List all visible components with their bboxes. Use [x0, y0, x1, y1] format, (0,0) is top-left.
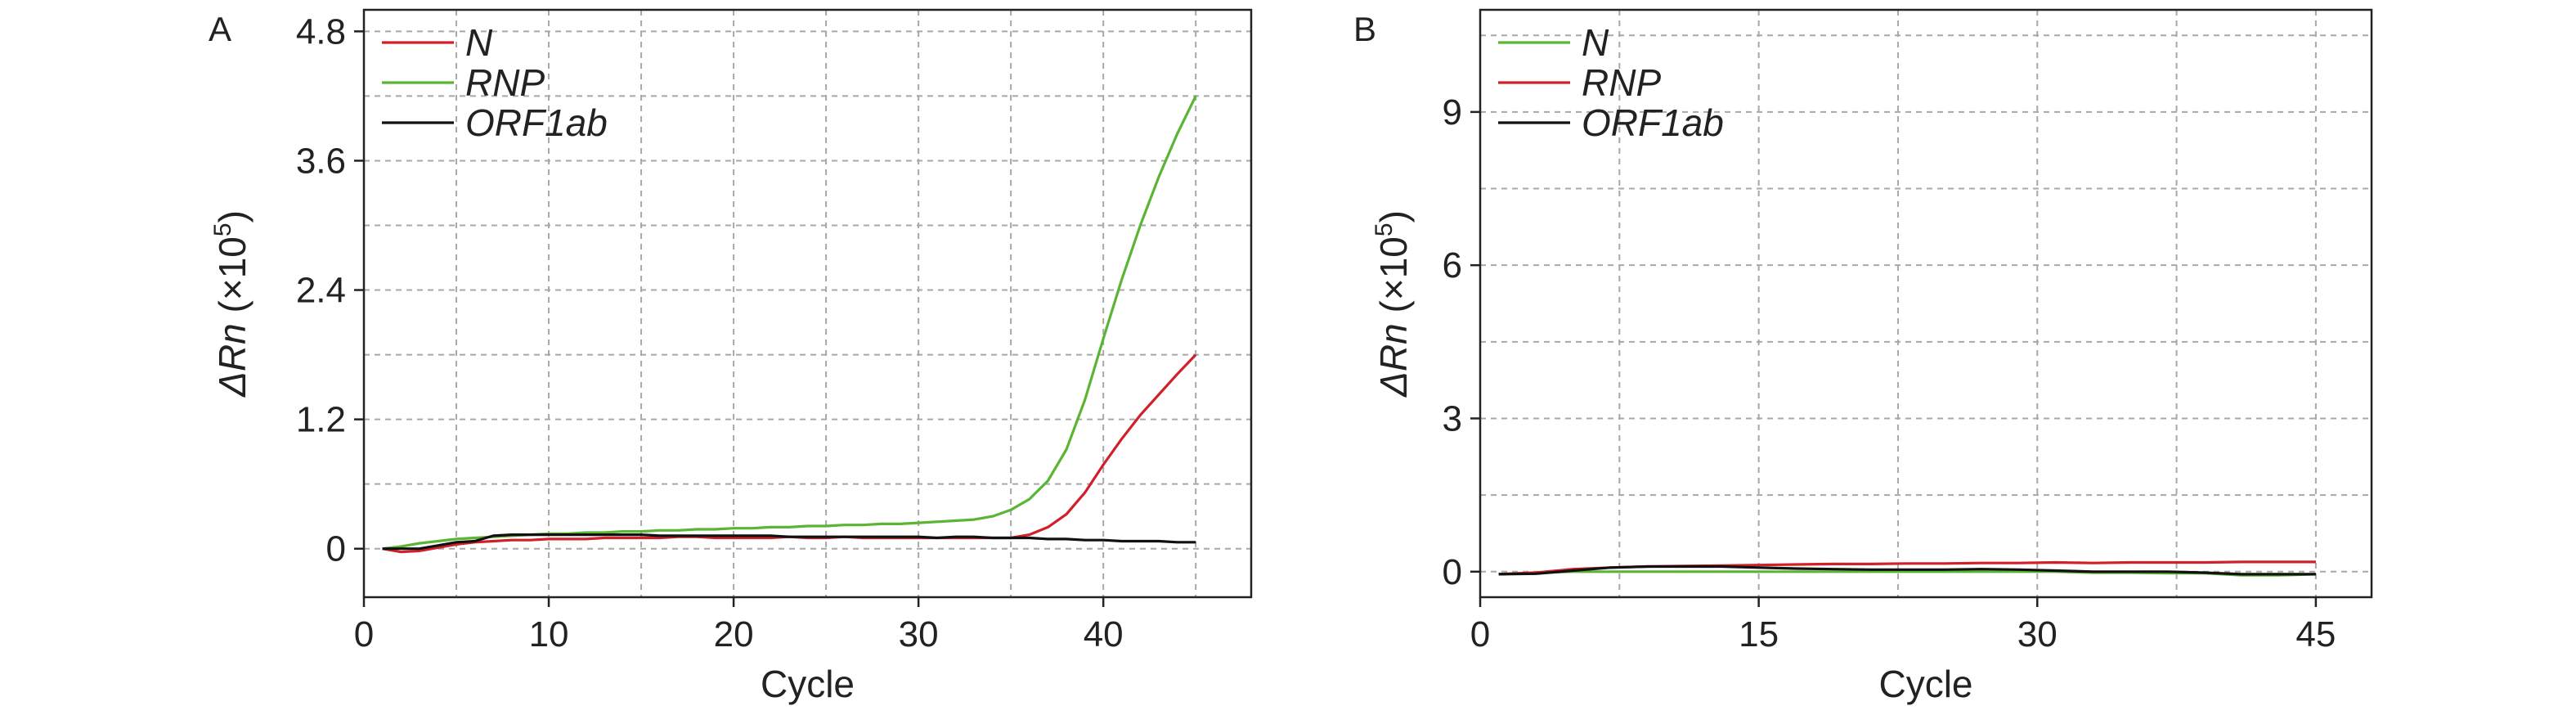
legend-label: RNP [1582, 61, 1661, 104]
x-axis-label: Cycle [1878, 663, 1972, 705]
x-tick-label: 30 [2017, 614, 2058, 654]
legend-label: N [1582, 21, 1609, 64]
y-tick-label: 2.4 [296, 271, 346, 311]
x-tick-label: 30 [899, 614, 939, 654]
y-tick-label: 0 [1443, 552, 1462, 592]
x-tick-label: 20 [714, 614, 754, 654]
plot-frame [362, 8, 1253, 599]
x-tick-label: 10 [529, 614, 569, 654]
y-tick-label: 3 [1443, 398, 1462, 438]
series-line-n [382, 353, 1197, 554]
panel-label: B [1353, 10, 1376, 48]
series-line-orf1ab [382, 533, 1196, 551]
x-tick-label: 0 [354, 614, 374, 654]
x-tick-label: 15 [1739, 614, 1779, 654]
x-tick-label: 0 [1470, 614, 1490, 654]
x-axis-label: Cycle [761, 663, 855, 705]
y-tick-label: 0 [326, 529, 346, 569]
x-tick-label: 45 [2296, 614, 2336, 654]
y-tick-label: 4.8 [296, 11, 346, 52]
panel-label: A [209, 10, 231, 48]
x-tick-label: 40 [1084, 614, 1124, 654]
panel-a: 0 1.2 2.4 3.6 4.8 0 10 20 30 40 Cycle ΔRn (×105) A NR… [209, 8, 1253, 705]
plot-frame [1479, 8, 2373, 599]
y-tick-label: 6 [1443, 245, 1462, 286]
y-tick-label: 1.2 [296, 400, 346, 440]
series-line-rnp [382, 95, 1197, 551]
legend-label: ORF1ab [465, 101, 608, 144]
y-axis-label: ΔRn (×105) [1371, 210, 1415, 398]
legend-label: ORF1ab [1582, 101, 1724, 144]
legend-label: N [465, 21, 493, 64]
y-tick-label: 9 [1443, 92, 1462, 133]
y-axis-label: ΔRn (×105) [209, 210, 254, 398]
legend-label: RNP [465, 61, 545, 104]
y-tick-label: 3.6 [296, 141, 346, 181]
series-line-orf1ab [1498, 564, 2316, 576]
